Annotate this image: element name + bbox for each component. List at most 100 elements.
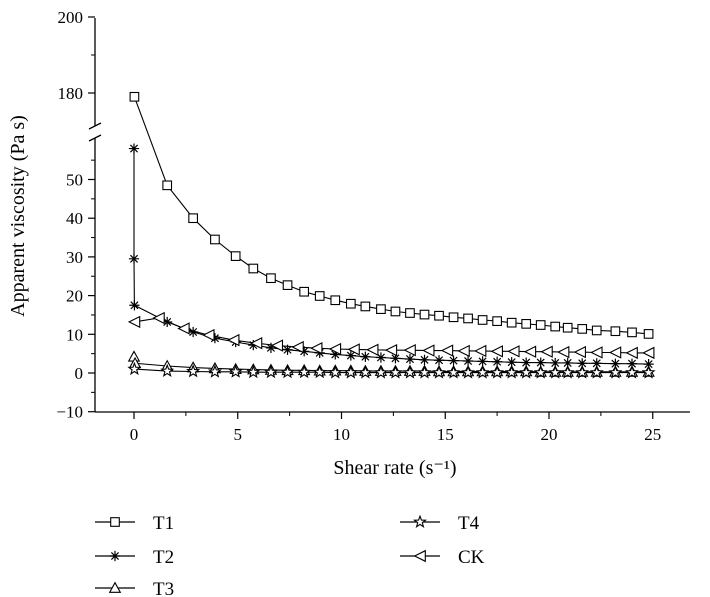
y-tick-label: −10 xyxy=(56,403,83,422)
y-tick-label: 40 xyxy=(66,209,83,228)
series-t4 xyxy=(127,361,656,379)
data-point-ck xyxy=(457,344,470,358)
legend-item-t1: T1 xyxy=(95,513,174,534)
x-tick-label: 10 xyxy=(333,425,350,444)
data-point-t1 xyxy=(577,324,588,334)
data-point-t4 xyxy=(207,364,222,378)
data-point-t2 xyxy=(477,356,488,367)
legend-label: T4 xyxy=(458,513,480,534)
data-point-t2 xyxy=(299,346,310,357)
data-point-ck xyxy=(590,346,603,359)
data-point-ck xyxy=(625,346,638,360)
data-point-t4 xyxy=(504,365,519,379)
y-tick-label: 10 xyxy=(66,325,83,344)
data-point-t2 xyxy=(433,355,445,366)
data-point-t2 xyxy=(419,354,430,365)
legend-label: CK xyxy=(458,547,485,568)
data-point-t1 xyxy=(299,286,310,297)
data-point-t2 xyxy=(129,300,140,311)
data-point-t1 xyxy=(463,313,473,324)
data-point-t1 xyxy=(230,251,241,261)
data-point-t2 xyxy=(591,358,602,369)
y-tick-label: 0 xyxy=(75,364,84,383)
data-point-t1 xyxy=(448,312,459,323)
data-point-t2 xyxy=(404,353,416,365)
data-point-t1 xyxy=(643,329,654,339)
data-point-t4 xyxy=(127,361,142,376)
series-line-t2 xyxy=(133,148,649,365)
data-point-t4 xyxy=(548,365,563,379)
data-point-t1 xyxy=(610,326,621,337)
data-point-ck xyxy=(270,339,284,352)
data-point-t4 xyxy=(328,365,343,379)
data-point-ck xyxy=(249,337,263,350)
data-point-t4 xyxy=(263,364,278,379)
data-point-t2 xyxy=(248,340,259,351)
data-point-ck xyxy=(608,346,622,359)
data-point-t4 xyxy=(280,364,295,379)
series-t1 xyxy=(129,91,654,339)
legend-marker-t3 xyxy=(108,581,122,593)
data-point-ck xyxy=(440,344,454,357)
data-point-t4 xyxy=(560,365,575,379)
data-point-t1 xyxy=(330,295,341,306)
y-axis-title: Apparent viscosity (Pa s) xyxy=(7,115,29,317)
series-line-t1 xyxy=(133,96,649,335)
data-point-t2 xyxy=(330,349,341,360)
data-point-t1 xyxy=(506,317,517,328)
data-point-t1 xyxy=(129,91,140,102)
data-point-t1 xyxy=(210,234,220,245)
y-tick-label: 20 xyxy=(66,287,83,306)
data-point-t1 xyxy=(405,308,415,318)
data-point-ck xyxy=(227,333,240,347)
data-point-ck xyxy=(490,345,503,358)
series-ck xyxy=(127,311,655,360)
data-point-t4 xyxy=(246,364,261,379)
legend-item-ck: CK xyxy=(400,547,485,568)
data-point-ck xyxy=(384,343,398,357)
data-point-t2 xyxy=(562,357,573,369)
data-point-t4 xyxy=(641,365,656,379)
data-point-t2 xyxy=(390,353,401,364)
data-point-t1 xyxy=(282,280,293,291)
data-point-ck xyxy=(177,322,190,335)
data-point-t1 xyxy=(521,319,532,329)
legend-marker-t2 xyxy=(109,550,121,562)
data-point-t2 xyxy=(506,357,517,368)
axes: −10 0 10 20 30 40 50 180 200 0 5 10 15 20 25 xyxy=(56,8,690,444)
data-point-t1 xyxy=(376,304,386,314)
data-point-t2 xyxy=(535,357,546,368)
data-point-t4 xyxy=(228,364,243,378)
legend-item-t2: T2 xyxy=(95,547,174,568)
data-point-ck xyxy=(310,342,323,355)
data-point-t4 xyxy=(402,365,417,379)
data-point-t4 xyxy=(186,364,201,378)
data-point-t4 xyxy=(312,364,327,379)
data-point-t2 xyxy=(188,326,199,338)
data-point-ck xyxy=(347,343,360,356)
data-point-t4 xyxy=(417,365,432,379)
axis-break-mark xyxy=(88,122,102,130)
legend-marker-ck xyxy=(413,549,426,563)
data-point-t2 xyxy=(128,253,140,264)
data-point-t1 xyxy=(314,291,325,301)
data-point-t2 xyxy=(209,333,221,344)
data-point-t2 xyxy=(462,355,474,367)
data-point-t1 xyxy=(162,180,173,191)
data-point-t2 xyxy=(375,352,387,363)
data-point-t4 xyxy=(490,365,505,379)
data-point-ck xyxy=(540,345,553,358)
data-point-t4 xyxy=(373,365,388,379)
data-point-t4 xyxy=(432,365,447,379)
data-point-ck xyxy=(523,345,537,358)
data-point-ck xyxy=(127,315,141,329)
x-tick-label: 25 xyxy=(644,425,661,444)
data-point-t4 xyxy=(519,365,534,379)
data-point-ck xyxy=(473,344,487,358)
data-point-t1 xyxy=(535,320,546,330)
x-tick-label: 5 xyxy=(234,425,243,444)
data-point-t4 xyxy=(589,365,604,379)
data-point-ck xyxy=(328,342,342,356)
data-point-t4 xyxy=(475,365,490,379)
